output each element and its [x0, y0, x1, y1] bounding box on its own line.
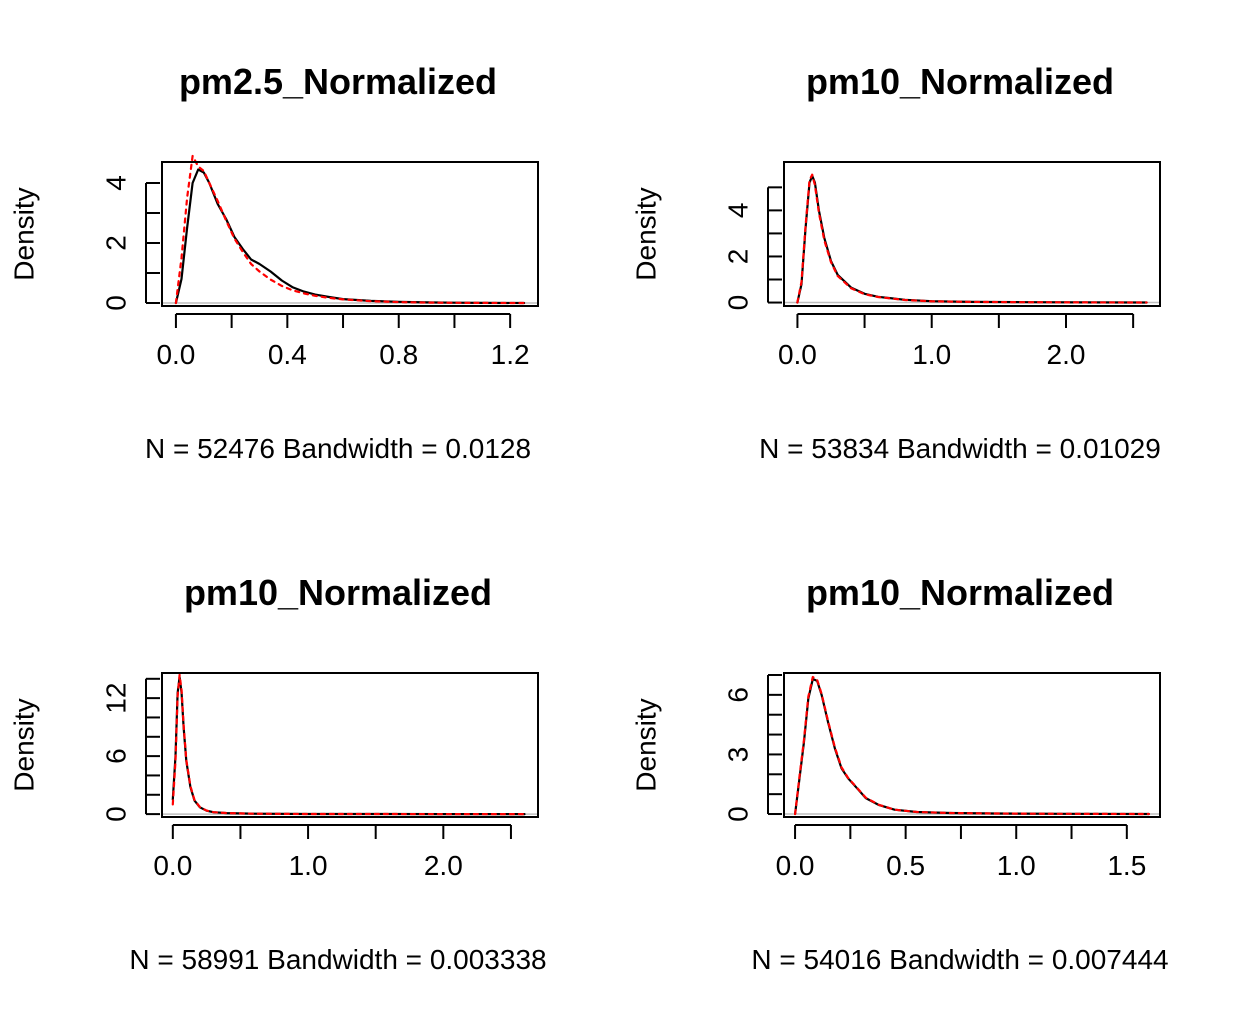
- y-tick-label: 12: [101, 683, 132, 714]
- x-tick-label: 1.5: [1107, 850, 1146, 881]
- y-axis-label: Density: [9, 187, 40, 280]
- x-tick-label: 0.0: [153, 850, 192, 881]
- reference-density-line: [174, 154, 526, 305]
- x-tick-label: 1.0: [289, 850, 328, 881]
- x-tick-label: 0.0: [156, 339, 195, 370]
- x-tick-label: 1.0: [912, 339, 951, 370]
- plot-frame: [161, 161, 539, 307]
- y-tick-label: 6: [101, 748, 132, 764]
- y-tick-label: 4: [723, 203, 754, 219]
- y-tick-label: 2: [101, 235, 132, 251]
- plot-frame: [783, 161, 1161, 307]
- density-panel-3: pm10_Normalized 0.0 1.0 2.0 0 6 12 N = 58991 Ba…: [9, 572, 547, 975]
- y-tick-label: 3: [723, 747, 754, 763]
- x-axis-label: N = 58991 Bandwidth = 0.003338: [129, 944, 546, 975]
- x-tick-label: 2.0: [1047, 339, 1086, 370]
- y-tick-label: 4: [101, 175, 132, 191]
- panel-title: pm10_Normalized: [806, 61, 1114, 102]
- kde-density-line: [171, 675, 526, 816]
- kde-density-line: [174, 168, 526, 305]
- reference-density-line: [796, 173, 1148, 304]
- x-axis-label: N = 53834 Bandwidth = 0.01029: [759, 433, 1161, 464]
- x-tick-label: 0.4: [268, 339, 307, 370]
- x-axis-label: N = 52476 Bandwidth = 0.0128: [145, 433, 531, 464]
- density-panel-2: pm10_Normalized 0.0 1.0 2.0 0 2 4 N = 53834 Ban…: [631, 61, 1161, 464]
- x-tick-label: 2.0: [424, 850, 463, 881]
- x-tick-label: 0.5: [886, 850, 925, 881]
- y-tick-label: 0: [723, 295, 754, 311]
- y-axis-label: Density: [631, 698, 662, 791]
- kde-density-line: [796, 174, 1148, 304]
- x-tick-label: 1.0: [997, 850, 1036, 881]
- y-tick-label: 6: [723, 687, 754, 703]
- plot-frame: [161, 672, 539, 818]
- x-tick-label: 0.0: [776, 850, 815, 881]
- y-tick-label: 0: [723, 806, 754, 822]
- x-tick-label: 1.2: [491, 339, 530, 370]
- reference-density-line: [793, 675, 1151, 816]
- y-axis-label: Density: [631, 187, 662, 280]
- density-panel-1: pm2.5_Normalized 0.0 0.4 0.8 1.2 0 2 4 N = 52476…: [9, 61, 539, 464]
- panel-title: pm2.5_Normalized: [179, 61, 497, 102]
- density-panel-4: pm10_Normalized 0.0 0.5 1.0 1.5 0 3 6 N = 54016 …: [631, 572, 1169, 975]
- y-tick-label: 2: [723, 249, 754, 265]
- y-axis-label: Density: [9, 698, 40, 791]
- x-tick-label: 0.0: [778, 339, 817, 370]
- reference-density-line: [171, 673, 526, 816]
- kde-density-line: [793, 677, 1151, 816]
- plot-frame: [783, 672, 1161, 818]
- panel-title: pm10_Normalized: [806, 572, 1114, 613]
- y-tick-label: 0: [101, 295, 132, 311]
- y-tick-label: 0: [101, 806, 132, 822]
- x-tick-label: 0.8: [379, 339, 418, 370]
- panel-title: pm10_Normalized: [184, 572, 492, 613]
- x-axis-label: N = 54016 Bandwidth = 0.007444: [751, 944, 1168, 975]
